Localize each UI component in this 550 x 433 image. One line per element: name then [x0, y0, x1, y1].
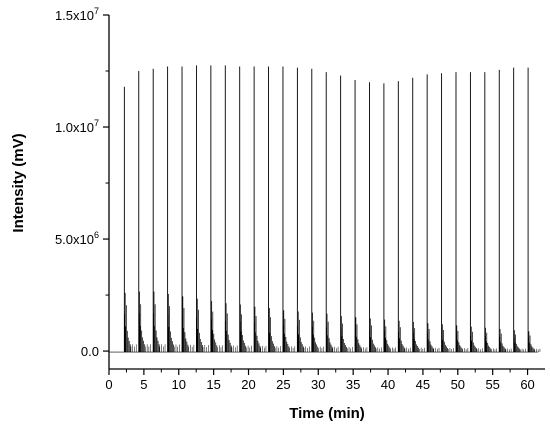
- y-axis: 0.0 5.0x106 1.0x107 1.5x107: [55, 6, 110, 369]
- x-tick-label: 60: [520, 377, 534, 392]
- x-axis: 0 5 10 15 20 25 30 35 40 45 50 55 60: [105, 368, 545, 392]
- x-tick-label: 15: [206, 377, 220, 392]
- x-axis-title: Time (min): [289, 405, 365, 422]
- x-tick-label: 45: [416, 377, 430, 392]
- x-tick-label: 5: [140, 377, 147, 392]
- x-tick-label: 30: [311, 377, 325, 392]
- y-tick-label: 1.5x107: [55, 6, 99, 23]
- x-tick-label: 40: [381, 377, 395, 392]
- x-tick-label: 10: [172, 377, 186, 392]
- chromatogram-trace: [109, 65, 541, 353]
- x-tick-label: 35: [346, 377, 360, 392]
- x-tick-label: 55: [485, 377, 499, 392]
- x-tick-label: 25: [276, 377, 290, 392]
- x-tick-label: 0: [105, 377, 112, 392]
- x-tick-label: 20: [241, 377, 255, 392]
- y-tick-label: 0.0: [81, 344, 99, 359]
- y-tick-label: 1.0x107: [55, 118, 99, 135]
- x-tick-label: 50: [451, 377, 465, 392]
- y-axis-title: Intensity (mV): [10, 133, 27, 232]
- y-tick-label: 5.0x106: [55, 230, 99, 247]
